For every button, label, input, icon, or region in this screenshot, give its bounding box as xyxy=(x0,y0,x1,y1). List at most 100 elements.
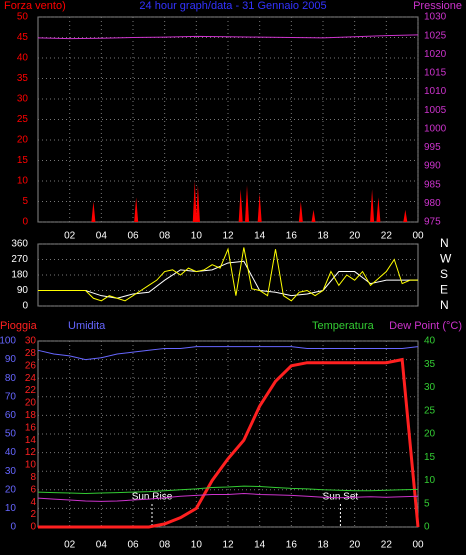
y2-tick-label: 1030 xyxy=(424,12,447,23)
y-tick-label: 15 xyxy=(17,155,29,166)
y2-tick-label: 1010 xyxy=(424,86,447,97)
y-tick-label: 40 xyxy=(17,53,29,64)
y3-tick-label: 14 xyxy=(25,435,37,446)
wind-spike xyxy=(403,209,408,222)
x-tick-label: 08 xyxy=(159,540,171,551)
y3-tick-label: 22 xyxy=(25,385,37,396)
series-line xyxy=(38,260,418,299)
wind-spike xyxy=(238,189,243,222)
wind-spike xyxy=(370,189,375,222)
series-line xyxy=(37,346,419,361)
y-tick-label: 30 xyxy=(5,466,17,477)
x-tick-label: 10 xyxy=(191,231,203,242)
y-tick-label: 10 xyxy=(5,503,17,514)
y2-tick-label: 990 xyxy=(424,161,441,172)
y-tick-label: 100 xyxy=(0,336,16,347)
x-tick-label: 18 xyxy=(317,540,329,551)
legend-entry: Forza vento) xyxy=(4,0,66,12)
y3-tick-label: 28 xyxy=(25,348,37,359)
x-tick-label: 22 xyxy=(381,231,393,242)
y-tick-label: 70 xyxy=(5,391,17,402)
series-line xyxy=(37,485,419,495)
y2-tick-label: 985 xyxy=(424,179,441,190)
y-tick-label: 80 xyxy=(5,373,17,384)
y2-tick-label: 5 xyxy=(424,498,430,509)
x-tick-label: 16 xyxy=(286,540,298,551)
y-tick-label: 40 xyxy=(5,447,17,458)
y-tick-label: 30 xyxy=(17,94,29,105)
y3-tick-label: 2 xyxy=(30,509,36,520)
x-tick-label: 02 xyxy=(64,231,76,242)
y-tick-label: 270 xyxy=(11,254,28,265)
y-tick-label: 50 xyxy=(17,12,29,23)
y3-tick-label: 6 xyxy=(30,484,36,495)
x-tick-label: 14 xyxy=(254,231,266,242)
y3-tick-label: 0 xyxy=(30,522,36,533)
y-tick-label: 90 xyxy=(5,354,17,365)
y2-tick-label: 0 xyxy=(424,522,430,533)
x-tick-label: 16 xyxy=(286,231,298,242)
y3-tick-label: 26 xyxy=(25,360,37,371)
x-tick-label: 14 xyxy=(254,540,266,551)
legend-entry: Pressione xyxy=(413,0,462,12)
y2-tick-label: 975 xyxy=(424,217,441,228)
y2-tick-label: 30 xyxy=(424,382,436,393)
x-tick-label: 04 xyxy=(96,540,108,551)
y-tick-label: 180 xyxy=(11,270,28,281)
x-tick-label: 22 xyxy=(381,540,393,551)
y3-tick-label: 10 xyxy=(25,460,37,471)
y2-tick-label: S xyxy=(440,267,448,281)
y-tick-label: 35 xyxy=(17,73,29,84)
wind-spike xyxy=(195,185,200,222)
x-tick-label: 00 xyxy=(412,231,424,242)
y2-tick-label: 35 xyxy=(424,359,436,370)
legend-entry: Umidita xyxy=(68,320,106,332)
y3-tick-label: 20 xyxy=(25,398,37,409)
y2-tick-label: 1005 xyxy=(424,105,447,116)
y2-tick-label: 1020 xyxy=(424,49,447,60)
legend-entry: Temperatura xyxy=(312,320,375,332)
annotation: Sun Rise xyxy=(132,492,173,503)
y2-tick-label: 1000 xyxy=(424,123,447,134)
y2-tick-label: W xyxy=(440,252,452,266)
y-tick-label: 50 xyxy=(5,429,17,440)
wind-spike xyxy=(376,197,381,222)
x-tick-label: 08 xyxy=(159,231,171,242)
x-tick-label: 20 xyxy=(349,540,361,551)
y2-tick-label: 40 xyxy=(424,336,436,347)
wind-spike xyxy=(91,201,96,222)
chart-title: 24 hour graph/data - 31 Gennaio 2005 xyxy=(139,0,326,12)
y-tick-label: 0 xyxy=(10,522,16,533)
series-line xyxy=(38,357,420,529)
x-tick-label: 00 xyxy=(412,540,424,551)
y-tick-label: 60 xyxy=(5,410,17,421)
series-line xyxy=(37,34,419,40)
y2-tick-label: N xyxy=(440,298,449,312)
wind-spike xyxy=(298,201,303,222)
wind-spike xyxy=(192,181,197,222)
y-tick-label: 25 xyxy=(17,114,29,125)
y-tick-label: 360 xyxy=(11,239,28,250)
y-tick-label: 20 xyxy=(17,135,29,146)
y2-tick-label: 10 xyxy=(424,475,436,486)
y2-tick-label: 1015 xyxy=(424,68,447,79)
y-tick-label: 0 xyxy=(22,301,28,312)
wind-spike xyxy=(311,209,316,222)
x-tick-label: 06 xyxy=(127,540,139,551)
x-tick-label: 02 xyxy=(64,540,76,551)
x-tick-label: 10 xyxy=(191,540,203,551)
y2-tick-label: 995 xyxy=(424,142,441,153)
y2-tick-label: 1025 xyxy=(424,30,447,41)
y2-tick-label: 25 xyxy=(424,405,436,416)
wind-spike xyxy=(245,185,249,222)
x-tick-label: 20 xyxy=(349,231,361,242)
y-tick-label: 45 xyxy=(17,32,29,43)
legend-entry: Dew Point (°C) xyxy=(389,320,462,332)
y3-tick-label: 4 xyxy=(30,497,36,508)
y3-tick-label: 8 xyxy=(30,472,36,483)
wind-spike xyxy=(134,197,139,222)
y3-tick-label: 12 xyxy=(25,447,37,458)
y-tick-label: 90 xyxy=(17,285,29,296)
x-tick-label: 18 xyxy=(317,231,329,242)
